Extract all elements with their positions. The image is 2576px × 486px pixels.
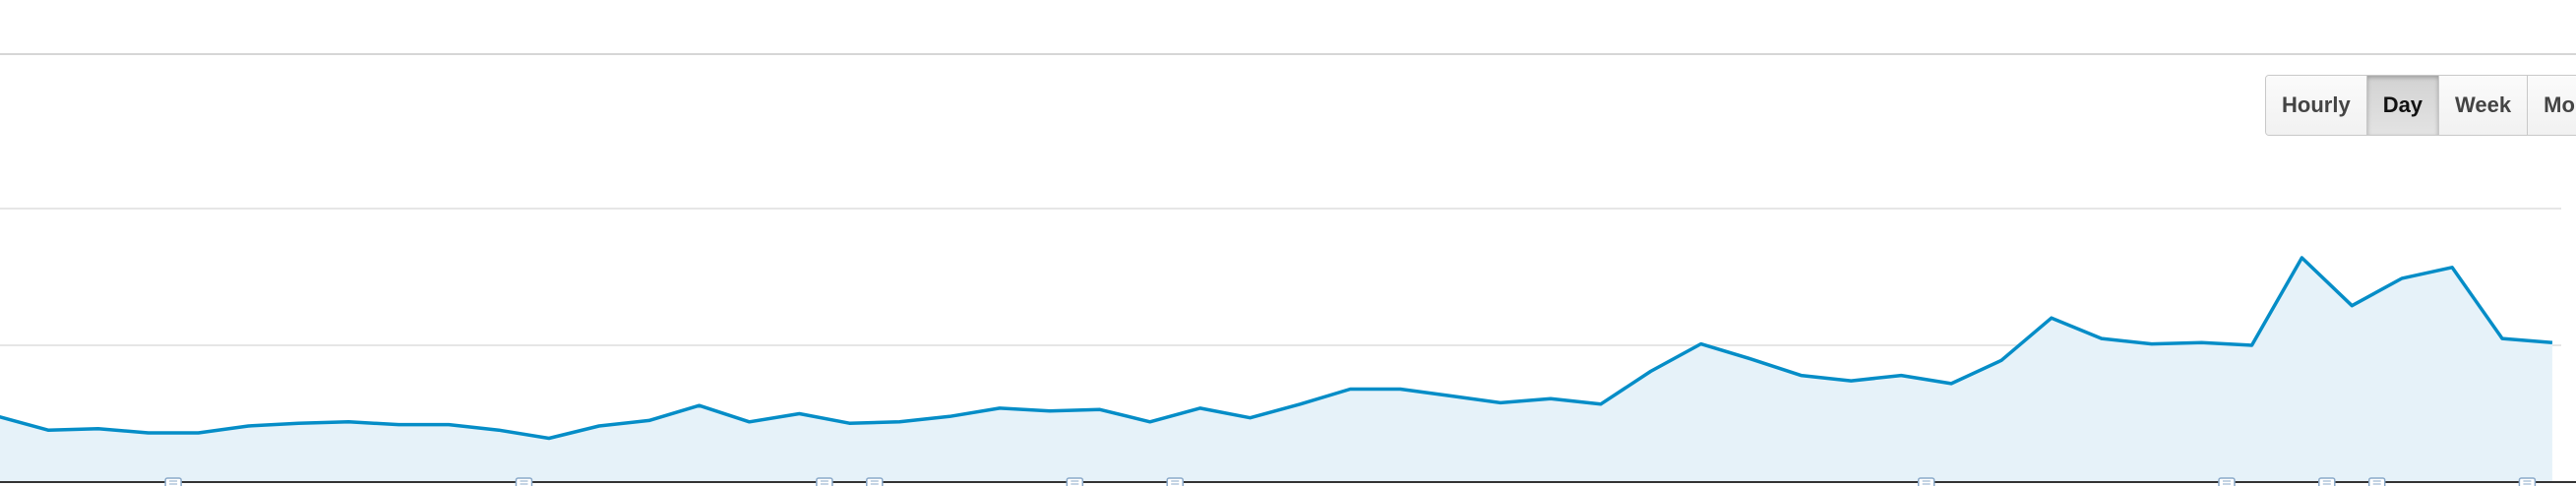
hourly-button[interactable]: Hourly [2266,76,2367,135]
annotation-marker-icon[interactable] [866,477,884,486]
annotation-marker-icon[interactable] [816,477,833,486]
annotation-marker-icon[interactable] [2218,477,2236,486]
month-button[interactable]: Month [2528,76,2576,135]
annotation-marker-icon[interactable] [2318,477,2336,486]
granularity-toggle-group: Hourly Day Week Month [2265,75,2576,136]
day-button[interactable]: Day [2366,76,2440,135]
annotation-marker-icon[interactable] [515,477,533,486]
top-divider [0,53,2576,55]
annotation-marker-icon[interactable] [1166,477,1184,486]
series-area [0,258,2552,482]
annotation-marker-icon[interactable] [164,477,182,486]
annotation-marker-icon[interactable] [1066,477,1084,486]
annotation-marker-icon[interactable] [1917,477,1935,486]
series-line [0,256,2553,441]
annotation-marker-icon[interactable] [2518,477,2537,486]
week-button[interactable]: Week [2439,76,2529,135]
annotation-marker-icon[interactable] [2367,477,2386,486]
